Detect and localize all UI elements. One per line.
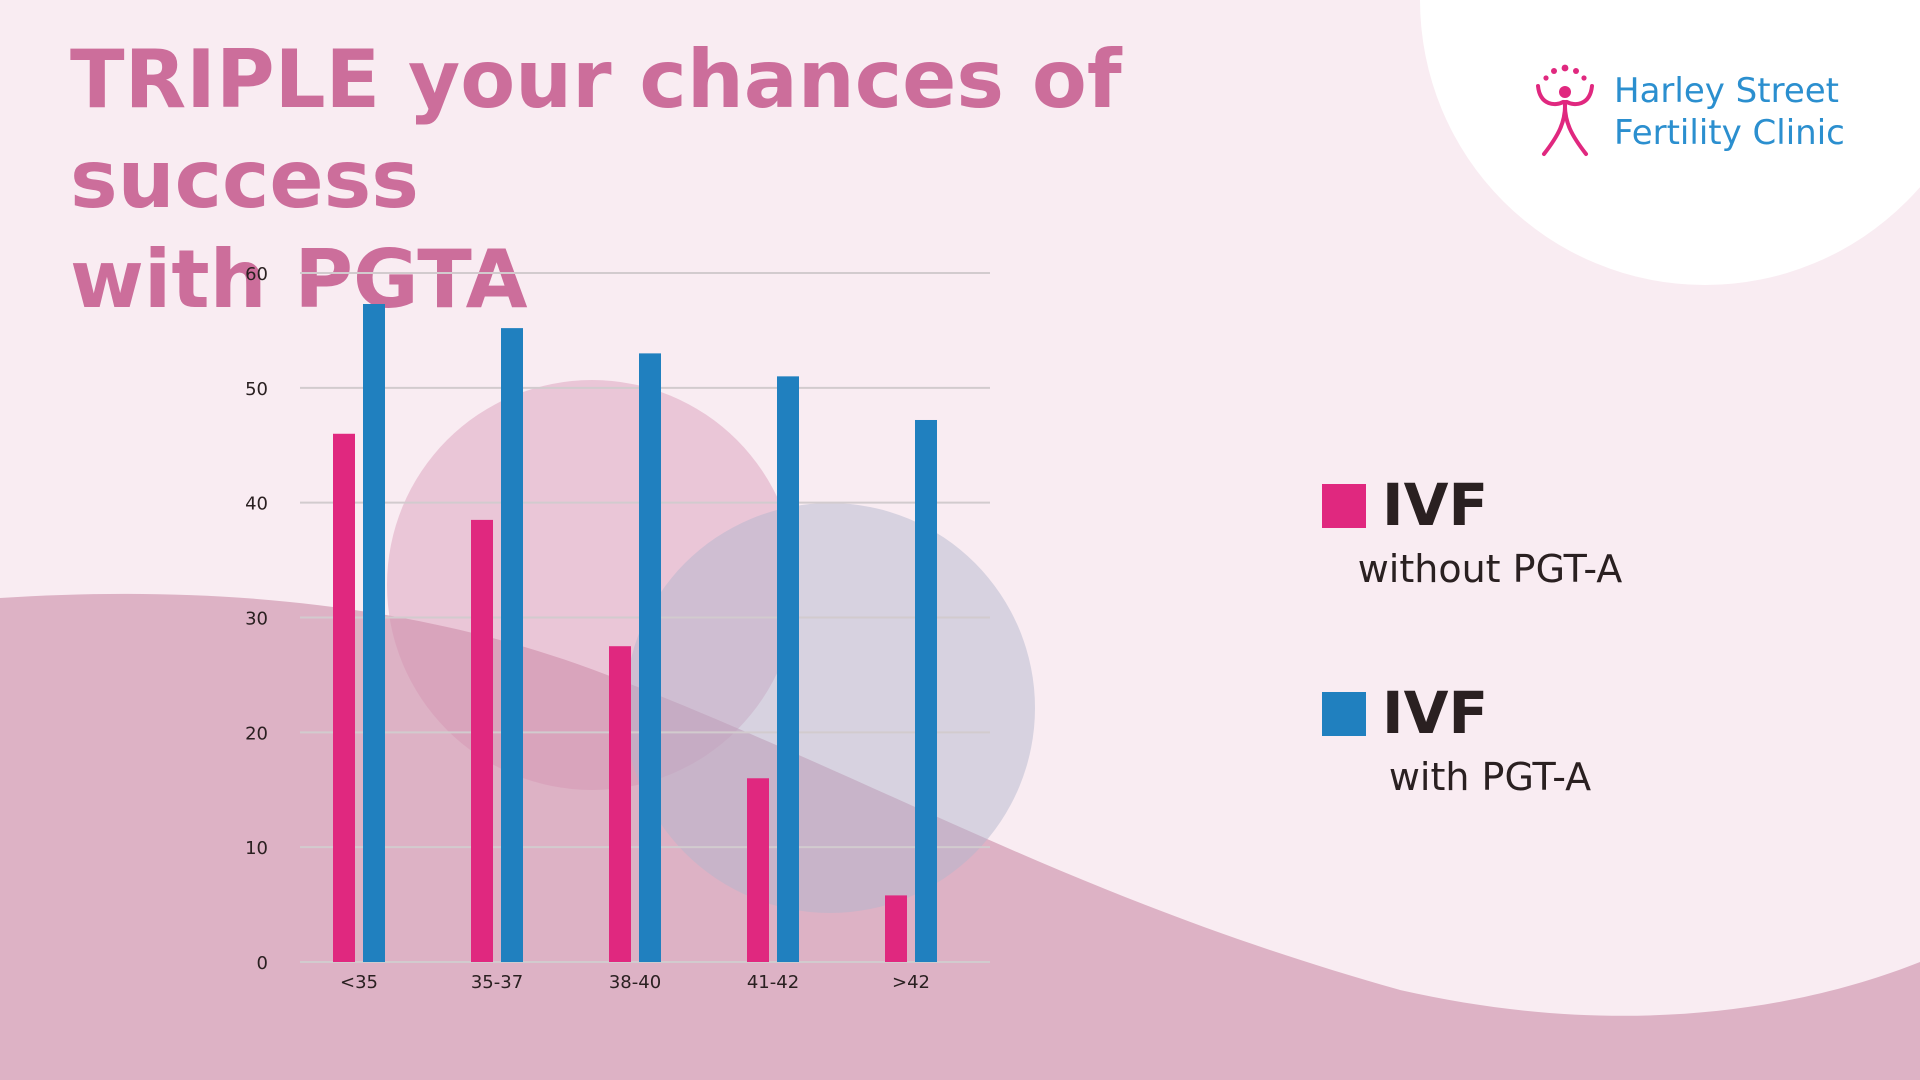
chart-y-tick-labels: 0 10 20 30 40 50 60 bbox=[245, 264, 268, 974]
y-tick-label: 10 bbox=[245, 838, 268, 859]
chart-x-tick-labels: <35 35-37 38-40 41-42 >42 bbox=[340, 972, 930, 993]
x-tick-label: 38-40 bbox=[609, 972, 661, 993]
bar-with-pgta-3 bbox=[777, 376, 799, 963]
bar-with-pgta-2 bbox=[639, 353, 661, 963]
legend-series-subtitle: without PGT-A bbox=[1357, 547, 1623, 591]
clinic-name-line-1: Harley Street bbox=[1614, 71, 1839, 111]
bar-with-pgta-4 bbox=[915, 419, 937, 962]
legend-series-name: IVF bbox=[1382, 679, 1489, 747]
y-tick-label: 60 bbox=[245, 264, 268, 285]
bar-with-pgta-1 bbox=[501, 328, 523, 962]
y-tick-label: 0 bbox=[257, 953, 268, 974]
bar-without-pgta-4 bbox=[885, 895, 907, 962]
clinic-logo[interactable]: Harley Street Fertility Clinic bbox=[1530, 62, 1890, 162]
clinic-name: Harley Street Fertility Clinic bbox=[1614, 70, 1845, 154]
x-tick-label: <35 bbox=[340, 972, 378, 993]
bar-without-pgta-0 bbox=[333, 433, 355, 962]
bar-without-pgta-3 bbox=[747, 778, 769, 962]
y-tick-label: 30 bbox=[245, 609, 268, 630]
bar-without-pgta-1 bbox=[471, 519, 493, 962]
chart-bars bbox=[333, 304, 937, 963]
clinic-name-line-2: Fertility Clinic bbox=[1614, 113, 1845, 153]
bar-with-pgta-0 bbox=[363, 304, 385, 962]
bar-without-pgta-2 bbox=[609, 646, 631, 962]
y-tick-label: 20 bbox=[245, 723, 268, 744]
x-tick-label: >42 bbox=[892, 972, 930, 993]
fertility-figure-icon bbox=[1536, 64, 1594, 156]
title-line-2: with PGTA bbox=[70, 233, 528, 326]
y-tick-label: 50 bbox=[245, 379, 268, 400]
legend-swatch-blue bbox=[1322, 692, 1366, 736]
decorative-corner-circle bbox=[1420, 0, 1920, 285]
legend-swatch-pink bbox=[1322, 484, 1366, 528]
x-tick-label: 41-42 bbox=[747, 972, 799, 993]
page-title: TRIPLE your chances of success with PGTA bbox=[70, 30, 1450, 330]
x-tick-label: 35-37 bbox=[471, 972, 523, 993]
legend-series-subtitle: with PGT-A bbox=[1388, 755, 1592, 799]
legend-series-name: IVF bbox=[1382, 471, 1489, 539]
y-tick-label: 40 bbox=[245, 494, 268, 515]
title-line-1: TRIPLE your chances of success bbox=[70, 33, 1122, 226]
